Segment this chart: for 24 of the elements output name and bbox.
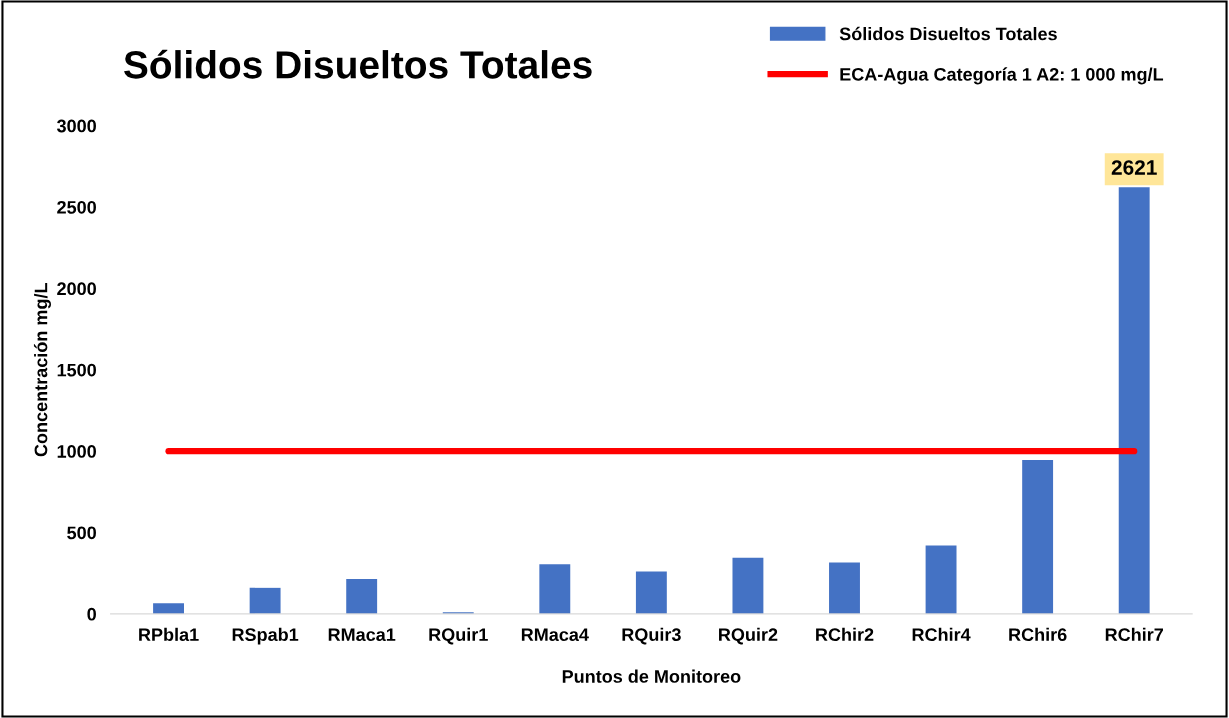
y-tick-label: 0 <box>87 607 96 621</box>
y-tick-label: 500 <box>67 526 96 540</box>
legend-label: Sólidos Disueltos Totales <box>839 26 1057 41</box>
y-tick-label: 1500 <box>57 363 96 377</box>
y-axis-title: Concentración mg/L <box>33 283 51 457</box>
x-tick-label: RChir6 <box>1009 627 1067 642</box>
x-tick-label: RMaca4 <box>521 628 589 642</box>
legend-label: ECA-Agua Categoría 1 A2: 1 000 mg/L <box>840 67 1164 85</box>
y-tick-label: 2500 <box>57 200 96 214</box>
x-tick-label: RQuir1 <box>429 627 488 645</box>
data-label: 2621 <box>1111 160 1157 175</box>
chart-title: Sólidos Disueltos Totales <box>124 49 592 79</box>
x-tick-label: RQuir3 <box>622 627 681 645</box>
x-tick-label: RSpab1 <box>232 627 299 645</box>
y-tick-label: 1000 <box>57 445 96 458</box>
y-tick-label: 2000 <box>57 282 96 296</box>
x-tick-label: RChir7 <box>1105 627 1163 642</box>
y-tick-label: 3000 <box>56 119 96 133</box>
x-axis-title: Puntos de Monitoreo <box>562 669 741 683</box>
x-tick-label: RChir2 <box>816 627 874 642</box>
x-tick-label: RPbla1 <box>139 627 199 642</box>
x-tick-label: RChir4 <box>912 627 971 642</box>
x-tick-label: RQuir2 <box>719 627 778 645</box>
x-tick-label: RMaca1 <box>328 628 396 642</box>
